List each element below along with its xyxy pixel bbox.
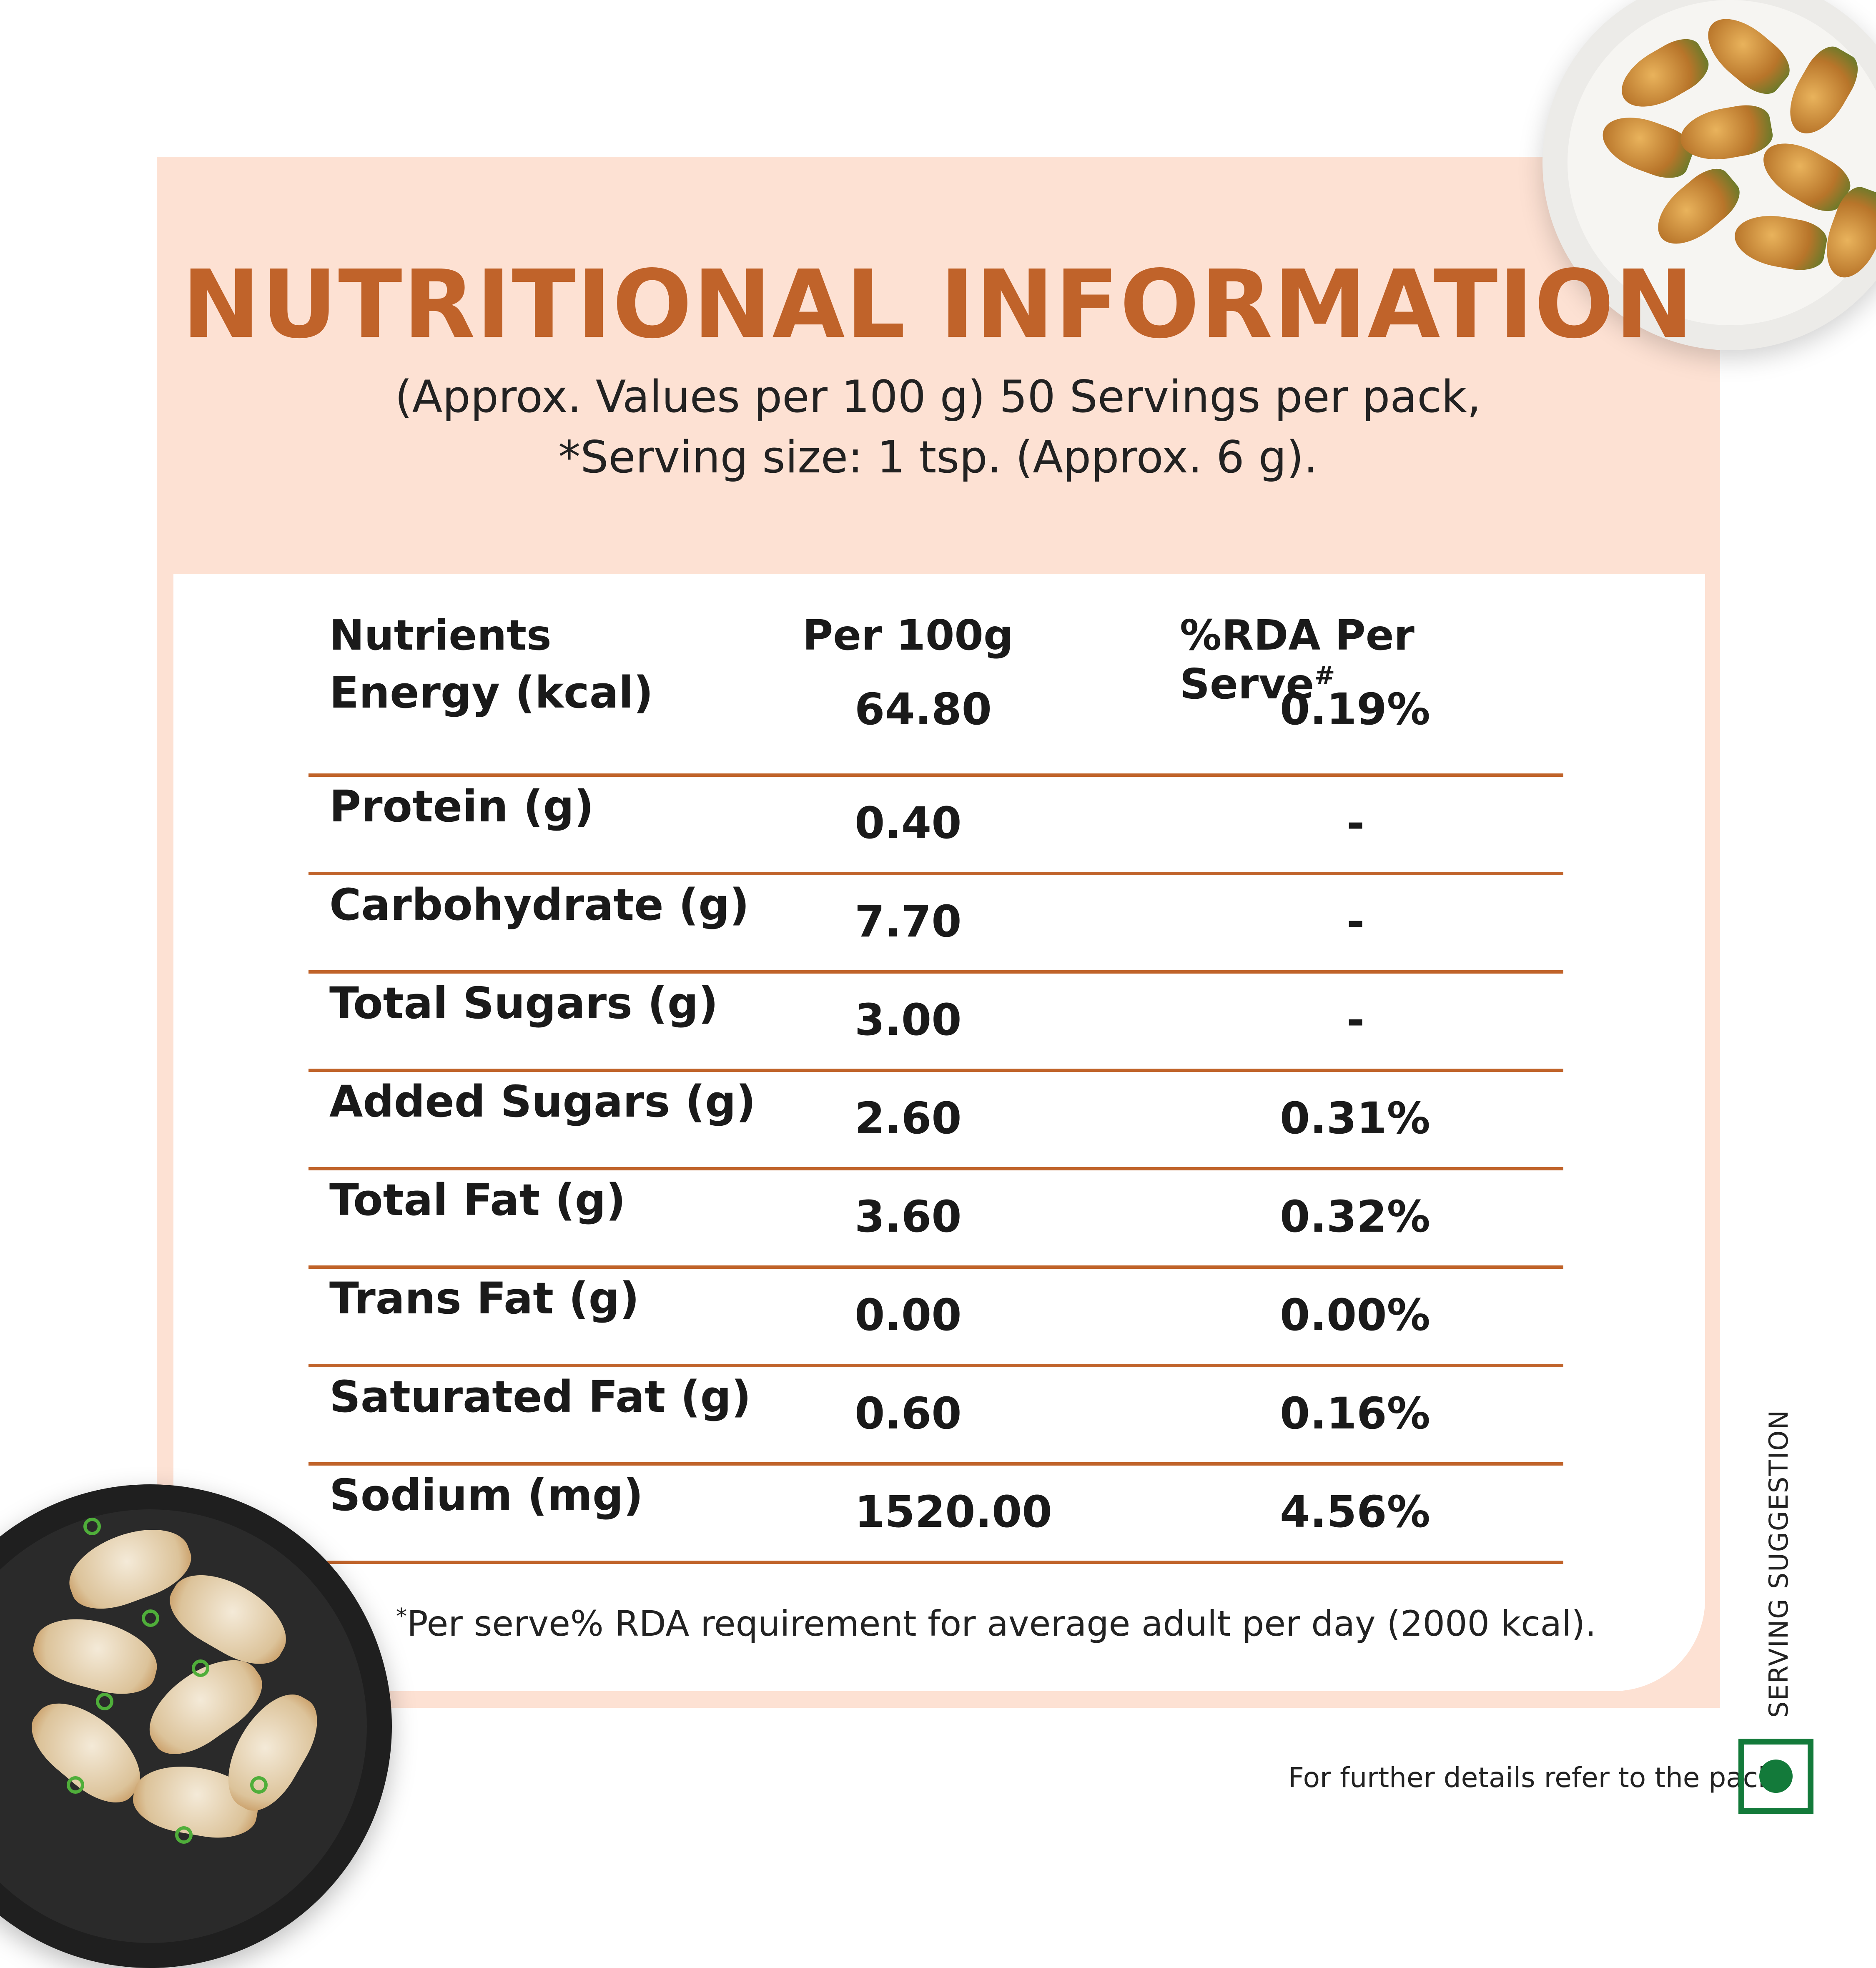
rda-value: 4.56%: [1280, 1486, 1430, 1537]
per-100g-value: 0.60: [855, 1388, 962, 1439]
table-row: Protein (g) 0.40 -: [308, 777, 1563, 875]
nutrient-name: Total Sugars (g): [329, 978, 718, 1029]
table-row: Total Sugars (g) 3.00 -: [308, 974, 1563, 1072]
refer-note: For further details refer to the pack.: [1288, 1762, 1783, 1794]
nutrient-name: Total Fat (g): [329, 1175, 626, 1225]
nutrient-name: Trans Fat (g): [329, 1273, 640, 1324]
rda-value: -: [1347, 896, 1365, 947]
rda-value: 0.32%: [1280, 1191, 1430, 1242]
table-header: Nutrients Per 100g %RDA Per Serve#: [308, 600, 1563, 708]
per-100g-value: 3.60: [855, 1191, 962, 1242]
header-per-100g: Per 100g: [803, 611, 1013, 660]
jalapeno-poppers-image: [1542, 0, 1876, 350]
rda-value: -: [1347, 994, 1365, 1045]
table-row: Saturated Fat (g) 0.60 0.16%: [308, 1367, 1563, 1466]
veg-symbol-icon: [1738, 1739, 1813, 1814]
rda-value: 0.16%: [1280, 1388, 1430, 1439]
per-100g-value: 1520.00: [855, 1486, 1052, 1537]
header-panel: [157, 157, 1720, 574]
nutrient-name: Added Sugars (g): [329, 1076, 756, 1127]
subtitle-serving-size: *Serving size: 1 tsp. (Approx. 6 g).: [558, 432, 1318, 483]
nutrition-table: Nutrients Per 100g %RDA Per Serve# Energ…: [308, 600, 1563, 1564]
table-row: Sodium (mg) 1520.00 4.56%: [308, 1466, 1563, 1564]
nutrient-name: Sodium (mg): [329, 1470, 643, 1521]
header-rda: %RDA Per Serve#: [1180, 611, 1415, 708]
table-row: Carbohydrate (g) 7.70 -: [308, 875, 1563, 974]
page-title: NUTRITIONAL INFORMATION: [182, 250, 1694, 359]
nutrient-name: Energy (kcal): [329, 667, 654, 718]
footnote: *Per serve% RDA requirement for average …: [396, 1603, 1596, 1644]
table-row: Total Fat (g) 3.60 0.32%: [308, 1170, 1563, 1269]
per-100g-value: 7.70: [855, 896, 962, 947]
table-row: Trans Fat (g) 0.00 0.00%: [308, 1269, 1563, 1367]
table-panel: [173, 574, 1705, 1691]
per-100g-value: 3.00: [855, 994, 962, 1045]
per-100g-value: 64.80: [855, 684, 992, 735]
per-100g-value: 0.40: [855, 798, 962, 848]
nutrient-name: Saturated Fat (g): [329, 1371, 751, 1422]
rda-value: -: [1347, 798, 1365, 848]
header-nutrients: Nutrients: [329, 611, 552, 660]
subtitle-values: (Approx. Values per 100 g) 50 Servings p…: [395, 371, 1481, 422]
rda-value: 0.19%: [1280, 684, 1430, 735]
table-row: Energy (kcal) 64.80 0.19%: [308, 667, 1563, 777]
per-100g-value: 2.60: [855, 1093, 962, 1144]
rda-value: 0.00%: [1280, 1290, 1430, 1340]
nutrient-name: Protein (g): [329, 781, 594, 832]
serving-suggestion-label: SERVING SUGGESTION: [1763, 1409, 1794, 1718]
per-100g-value: 0.00: [855, 1290, 962, 1340]
rda-value: 0.31%: [1280, 1093, 1430, 1144]
nutrient-name: Carbohydrate (g): [329, 879, 750, 930]
table-row: Added Sugars (g) 2.60 0.31%: [308, 1072, 1563, 1170]
